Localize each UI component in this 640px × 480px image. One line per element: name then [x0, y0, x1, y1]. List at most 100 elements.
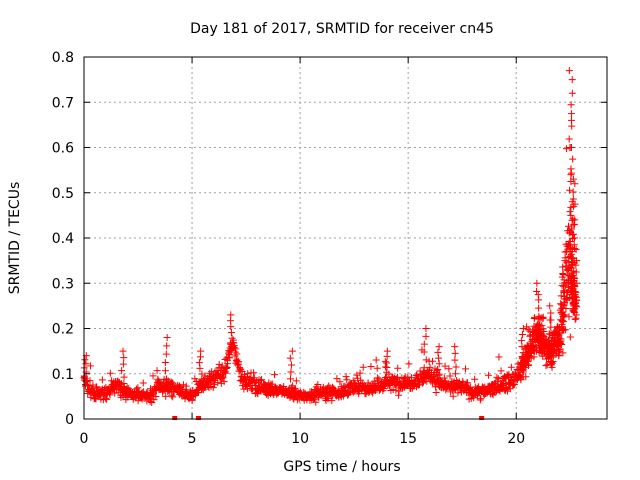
data-point	[547, 361, 555, 369]
data-point	[374, 377, 382, 385]
data-point	[118, 386, 126, 394]
data-point	[507, 363, 515, 371]
data-point	[244, 370, 252, 378]
data-point	[550, 348, 558, 356]
data-point	[168, 392, 176, 400]
data-point	[356, 369, 364, 377]
data-point	[557, 292, 565, 300]
data-point	[81, 356, 89, 364]
data-point	[359, 363, 367, 371]
data-point	[422, 325, 430, 332]
data-point	[214, 379, 222, 387]
data-point	[569, 221, 577, 229]
data-point	[163, 375, 171, 383]
data-point	[333, 375, 341, 383]
data-point	[162, 350, 170, 358]
data-point	[560, 311, 568, 319]
data-point	[161, 358, 169, 366]
data-point	[518, 337, 526, 345]
data-point	[568, 76, 576, 84]
data-point	[565, 262, 573, 270]
data-point	[429, 357, 437, 365]
data-point	[435, 360, 443, 368]
data-point	[566, 333, 574, 341]
data-point	[237, 366, 245, 374]
data-point	[120, 373, 128, 381]
data-point	[167, 378, 175, 386]
data-point	[551, 336, 559, 344]
data-point	[554, 330, 562, 338]
data-point	[182, 382, 190, 390]
data-point	[422, 356, 430, 364]
data-point	[522, 345, 530, 353]
data-point	[560, 276, 568, 284]
data-point	[420, 340, 428, 348]
data-point	[568, 254, 576, 262]
data-point	[568, 225, 576, 233]
data-point	[163, 342, 171, 350]
y-tick-label: 0.1	[52, 367, 74, 383]
data-point	[573, 279, 581, 287]
data-point	[540, 332, 548, 340]
data-point	[226, 340, 234, 348]
data-point	[194, 389, 202, 397]
data-point	[567, 116, 575, 124]
data-point	[538, 314, 546, 322]
data-point	[547, 323, 555, 331]
data-point	[570, 202, 578, 210]
data-point	[536, 321, 544, 329]
data-point	[288, 347, 296, 355]
data-point	[224, 360, 232, 368]
data-point	[120, 380, 128, 388]
data-point	[432, 388, 440, 396]
data-point	[422, 332, 430, 340]
data-point	[161, 367, 169, 375]
data-point	[380, 385, 388, 393]
data-point	[404, 373, 412, 381]
data-point	[510, 380, 518, 388]
data-point	[198, 370, 206, 378]
data-point	[342, 373, 350, 381]
data-point	[435, 354, 443, 362]
chart-title: Day 181 of 2017, SRMTID for receiver cn4…	[190, 21, 494, 37]
data-point	[566, 144, 574, 151]
data-point	[545, 354, 553, 362]
data-point	[230, 342, 238, 350]
data-point	[535, 321, 543, 329]
data-point	[569, 261, 577, 269]
x-axis-label: GPS time / hours	[283, 459, 400, 475]
data-point	[222, 365, 230, 373]
data-point	[568, 89, 576, 97]
data-point	[367, 362, 375, 370]
data-point	[533, 288, 541, 296]
data-point	[548, 359, 556, 367]
data-point	[569, 188, 577, 196]
data-point	[292, 377, 300, 385]
data-point	[197, 347, 205, 355]
data-point	[233, 350, 241, 358]
data-point	[539, 313, 547, 321]
data-point	[227, 311, 235, 319]
data-point	[519, 349, 527, 357]
data-point	[449, 392, 457, 400]
data-point	[562, 145, 570, 153]
data-point	[86, 362, 94, 370]
data-point	[565, 135, 573, 143]
data-point	[567, 211, 575, 219]
data-point	[565, 67, 573, 75]
data-point	[288, 389, 296, 397]
data-point	[103, 395, 111, 403]
data-point	[569, 215, 577, 223]
data-point	[567, 165, 575, 173]
data-point	[134, 384, 142, 392]
data-point	[453, 377, 461, 385]
data-point	[565, 229, 573, 237]
data-point	[546, 346, 554, 354]
data-point	[312, 398, 320, 406]
data-point	[383, 368, 391, 376]
data-point	[567, 274, 575, 282]
data-point	[227, 323, 235, 331]
data-point	[139, 379, 147, 387]
data-point	[549, 332, 557, 340]
data-point	[546, 302, 554, 310]
